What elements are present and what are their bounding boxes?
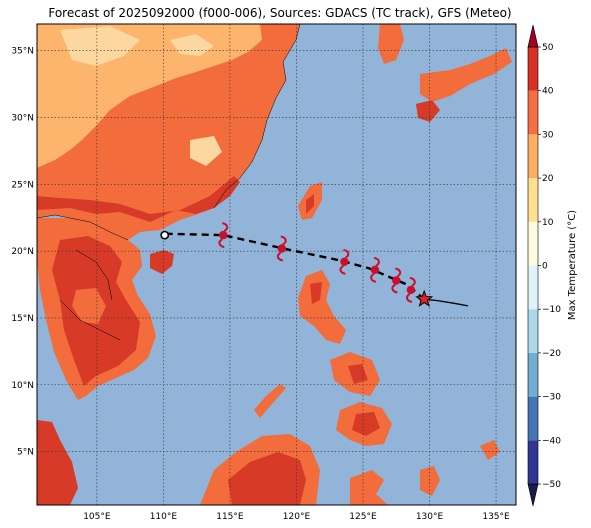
colorbar-level bbox=[528, 265, 538, 310]
tropical-storm-icon bbox=[406, 276, 416, 303]
colorbar-level bbox=[528, 47, 538, 91]
colorbar-tick-label: −40 bbox=[542, 436, 561, 446]
colorbar-level bbox=[528, 221, 538, 266]
colorbar: 50 40 30 20 10 0 −10 −20 −30 −40 −50 bbox=[527, 24, 561, 507]
colorbar-level bbox=[528, 134, 538, 179]
colorbar-level bbox=[528, 352, 538, 397]
colorbar-level bbox=[528, 396, 538, 441]
colorbar-tick-label: 20 bbox=[542, 174, 554, 184]
colorbar-tick-label: −50 bbox=[542, 480, 561, 490]
colorbar-extend-low bbox=[527, 483, 539, 507]
landfall-marker bbox=[160, 230, 170, 240]
tropical-storm-icon bbox=[339, 248, 350, 275]
colorbar-tick-label: 10 bbox=[542, 218, 554, 228]
colorbar-tick-label: −10 bbox=[542, 305, 561, 315]
colorbar-tick-label: 40 bbox=[542, 87, 554, 97]
colorbar-tick-label: 50 bbox=[542, 43, 554, 53]
colorbar-tick-label: 0 bbox=[542, 262, 548, 272]
tropical-storm-icon bbox=[370, 256, 380, 283]
colorbar-label: Max Temperature (°C) bbox=[567, 210, 578, 320]
latitude-tick-label: 30°N bbox=[11, 114, 34, 124]
map-graticule bbox=[37, 24, 516, 505]
latitude-tick-label: 15°N bbox=[11, 314, 34, 324]
storm-track bbox=[160, 222, 469, 307]
latitude-tick-label: 25°N bbox=[11, 180, 34, 190]
country-borders bbox=[37, 24, 301, 341]
past-track-line bbox=[424, 298, 469, 307]
map-title: Forecast of 2025092000 (f000-006), Sourc… bbox=[48, 6, 512, 20]
colorbar-level bbox=[528, 90, 538, 135]
longitude-tick-label: 110°E bbox=[150, 512, 178, 522]
colorbar-extend-high bbox=[527, 24, 539, 48]
current-position-star-icon bbox=[415, 289, 434, 307]
tropical-storm-icon bbox=[391, 267, 402, 294]
longitude-tick-label: 125°E bbox=[349, 512, 377, 522]
colorbar-tick-label: 30 bbox=[542, 130, 554, 140]
latitude-tick-label: 5°N bbox=[17, 448, 34, 458]
latitude-labels: 5°N 10°N 15°N 20°N 25°N 30°N 35°N bbox=[11, 47, 34, 458]
colorbar-level bbox=[528, 440, 538, 484]
longitude-tick-label: 105°E bbox=[83, 512, 111, 522]
longitude-labels: 105°E 110°E 115°E 120°E 125°E 130°E 135°E bbox=[83, 512, 510, 522]
longitude-tick-label: 130°E bbox=[416, 512, 444, 522]
colorbar-tick-label: −30 bbox=[542, 393, 561, 403]
longitude-tick-label: 115°E bbox=[216, 512, 244, 522]
longitude-tick-label: 120°E bbox=[283, 512, 311, 522]
longitude-tick-label: 135°E bbox=[482, 512, 510, 522]
colorbar-level bbox=[528, 178, 538, 222]
tropical-storm-icon bbox=[218, 222, 229, 249]
colorbar-tick-label: −20 bbox=[542, 349, 561, 359]
colorbar-level bbox=[528, 309, 538, 353]
land-temperature-fill bbox=[37, 24, 512, 505]
latitude-tick-label: 20°N bbox=[11, 247, 34, 257]
map-frame bbox=[36, 23, 517, 506]
tropical-storm-icon bbox=[276, 235, 287, 262]
latitude-tick-label: 35°N bbox=[11, 47, 34, 57]
latitude-tick-label: 10°N bbox=[11, 381, 34, 391]
